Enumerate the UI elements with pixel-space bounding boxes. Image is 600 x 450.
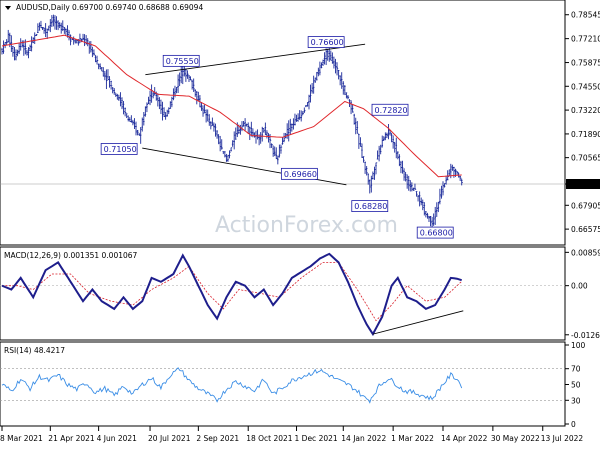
- macd-series-group: [0, 252, 565, 337]
- price-y-tick-label: 0.78545: [571, 11, 600, 20]
- x-axis-tick-label: 13 Jul 2022: [541, 434, 584, 443]
- level-label: 0.66800: [420, 229, 453, 238]
- price-panel-frame: [0, 0, 566, 246]
- x-axis: 8 Mar 2021 21 Apr 2021 4 Jun 2021 20 Jul 20…: [0, 425, 584, 443]
- rsi-y-tick-label: 0: [571, 420, 576, 429]
- moving-average-line: [1, 34, 462, 178]
- rsi-title: RSI(14) 48.4217: [4, 346, 65, 355]
- x-axis-tick-label: 8 Mar 2021: [0, 434, 43, 443]
- price-y-tick-label: 0.75875: [571, 59, 600, 68]
- x-axis-tick-label: 1 Mar 2022: [391, 434, 434, 443]
- current-price-tag: [566, 179, 600, 190]
- ohlc-readout: 0.69700 0.69740 0.68688 0.69094: [72, 3, 203, 12]
- rsi-y-tick-label: 50: [571, 381, 581, 390]
- x-axis-tick-label: 14 Jan 2022: [341, 434, 386, 443]
- macd-trendline: [372, 310, 464, 335]
- price-y-tick-label: 0.70565: [571, 154, 600, 163]
- level-label-box: [162, 54, 200, 67]
- level-label: 0.76600: [311, 38, 344, 47]
- rsi-y-tick-label: 100: [571, 341, 586, 350]
- macd-panel: MACD(12,26,9) 0.001351 0.001067 0.008596…: [0, 246, 600, 341]
- level-label-box: [280, 167, 318, 180]
- watermark: ActionForex.com: [215, 213, 398, 238]
- price-y-tick-label: 0.71890: [571, 130, 600, 139]
- price-panel: AUDUSD,Daily 0.69700 0.69740 0.68688 0.6…: [0, 0, 600, 246]
- price-y-tick-label: 0.67905: [571, 201, 600, 210]
- level-label-box: [307, 36, 345, 48]
- level-label: 0.72820: [375, 106, 408, 115]
- price-title-marker: [5, 6, 11, 10]
- x-axis-tick-label: 4 Jun 2021: [97, 434, 138, 443]
- rsi-line: [1, 367, 463, 404]
- macd-y-tick-label: 0.008596: [571, 248, 600, 257]
- rsi-panel-frame: [0, 341, 566, 427]
- macd-title: MACD(12,26,9) 0.001351 0.001067: [4, 251, 138, 260]
- level-label-box: [416, 226, 454, 239]
- x-axis-tick-label: 21 Apr 2021: [48, 434, 95, 443]
- level-label: 0.69660: [284, 170, 317, 179]
- level-label: 0.71050: [104, 145, 137, 154]
- price-y-tick-label: 0.73220: [571, 106, 600, 115]
- macd-y-tick-label: -0.01267: [571, 331, 600, 340]
- x-axis-tick-label: 1 Dec 2021: [295, 434, 338, 443]
- price-y-tick-label: 0.66575: [571, 225, 600, 234]
- macd-main-line: [1, 252, 462, 337]
- price-y-tick-label: 0.74550: [571, 82, 600, 91]
- x-axis-tick-label: 30 May 2022: [491, 434, 540, 443]
- rsi-panel: RSI(14) 48.4217 100 70 50 30 0: [0, 341, 586, 429]
- macd-y-axis: 0.008596 0.00 -0.01267: [565, 248, 600, 340]
- x-axis-tick-label: 2 Sep 2021: [196, 434, 239, 443]
- price-annotations-group: 0.71050 0.75550 0.69660 0.76600 0.72820 0.682…: [100, 36, 454, 239]
- price-y-axis: 0.78545 0.77210 0.75875 0.74550 0.73220 0.718…: [565, 11, 600, 234]
- x-axis-tick-label: 14 Apr 2022: [441, 434, 488, 443]
- price-title: AUDUSD,Daily: [16, 3, 70, 12]
- level-label-box: [100, 143, 138, 155]
- price-series-group: [0, 14, 565, 230]
- x-axis-tick-label: 18 Oct 2021: [246, 434, 293, 443]
- level-label-box: [371, 103, 409, 116]
- level-label: 0.68280: [354, 202, 387, 211]
- upper-trendline: [145, 43, 366, 76]
- macd-y-tick-label: 0.00: [571, 282, 588, 291]
- rsi-series-group: [0, 367, 565, 404]
- rsi-y-tick-label: 70: [571, 365, 581, 374]
- rsi-y-axis: 100 70 50 30 0: [565, 341, 586, 429]
- rsi-y-tick-label: 30: [571, 396, 581, 405]
- level-label-box: [351, 200, 389, 212]
- level-label: 0.75550: [166, 57, 199, 66]
- price-y-tick-label: 0.77210: [571, 35, 600, 44]
- x-axis-tick-label: 20 Jul 2021: [148, 434, 191, 443]
- macd-signal-line: [2, 262, 462, 322]
- current-price-label: 0.69094: [569, 180, 600, 189]
